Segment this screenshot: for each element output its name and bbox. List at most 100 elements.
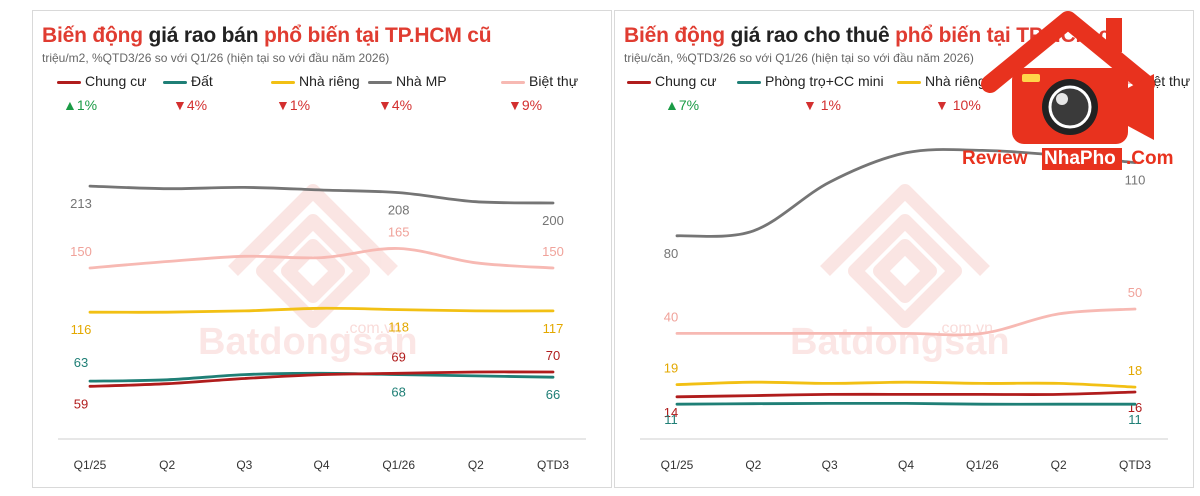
data-label: 70: [546, 348, 560, 363]
x-tick-label: QTD3: [1119, 458, 1151, 472]
legend-label: Nhà riêng: [925, 73, 986, 89]
data-label: 213: [70, 196, 92, 211]
data-label: 150: [542, 244, 564, 259]
watermark-suffix: .com.vn: [345, 320, 401, 337]
x-tick-label: QTD3: [537, 458, 569, 472]
legend-swatch: [737, 80, 761, 84]
series-line-nha_rieng: [675, 380, 1137, 389]
legend-item: Chung cư: [627, 73, 717, 89]
legend-swatch: [897, 80, 921, 84]
x-tick-label: Q4: [313, 458, 329, 472]
data-label: 63: [74, 355, 88, 370]
x-tick-label: Q1/26: [382, 458, 415, 472]
series-line-biet_thu: [675, 307, 1137, 337]
chart-title: Biến động giá rao bán phổ biến tại TP.HC…: [42, 24, 492, 48]
logo-text-com: .Com: [1126, 148, 1174, 169]
x-tick-label: Q1/25: [74, 458, 107, 472]
line-chart: Q1/25 Q2 Q3 Q4 Q1/26 Q2 QTD3 213 208 200 150 165 150…: [58, 184, 586, 472]
legend-label: Chung cư: [655, 73, 717, 89]
data-label: 14: [664, 405, 678, 420]
batdongsan-watermark: Batdongsan .com.vn: [198, 184, 418, 363]
title-part: giá rao bán: [142, 24, 264, 47]
legend-change: ▲1%: [63, 97, 98, 113]
x-tick-label: Q3: [822, 458, 838, 472]
chart-legend: Chung cư ▲1% Đất ▼4% Nhà riêng ▼1% Nhà MP ▼4% Bi…: [33, 73, 611, 123]
legend-item: Phòng trọ+CC mini: [737, 73, 884, 89]
data-label: 11: [664, 412, 678, 427]
logo-text-review: Review: [962, 148, 1028, 169]
data-label: 200: [542, 213, 564, 228]
title-part: phổ biến: [263, 24, 350, 47]
data-label: 116: [71, 322, 92, 337]
legend-label: Chung cư: [85, 73, 147, 89]
data-label: 80: [664, 246, 678, 261]
batdongsan-watermark: Batdongsan .com.vn: [790, 184, 1010, 363]
legend-item: Đất: [163, 73, 213, 89]
x-tick-label: Q2: [1051, 458, 1067, 472]
data-label: 18: [1128, 363, 1142, 378]
data-label: 150: [70, 244, 92, 259]
legend-change: ▼ 10%: [935, 97, 981, 113]
legend-change: ▼4%: [173, 97, 208, 113]
legend-swatch: [271, 80, 295, 84]
series-line-nha_rieng: [88, 306, 555, 314]
house-roof-icon: [981, 11, 1155, 93]
reviewnhapho-logo: Review NhaPho .Com: [962, 11, 1174, 170]
series-line-chung_cu: [675, 390, 1137, 399]
legend-item: Nhà MP: [368, 73, 447, 89]
series-line-nha_mp: [88, 184, 555, 205]
legend-item: Nhà riêng: [897, 73, 986, 89]
watermark-brand: Batdongsan: [198, 321, 418, 363]
x-tick-label: Q3: [236, 458, 252, 472]
chimney-icon: [1106, 18, 1122, 52]
legend-label: Biệt thự: [529, 73, 579, 89]
legend-label: Nhà riêng: [299, 73, 360, 89]
x-tick-label: Q2: [159, 458, 175, 472]
title-part: Biến động: [624, 24, 725, 47]
data-label: 68: [391, 385, 405, 400]
data-label: 117: [543, 321, 564, 336]
x-tick-label: Q2: [745, 458, 761, 472]
data-label: 66: [546, 387, 560, 402]
series-line-biet_thu: [88, 247, 555, 270]
legend-item: Chung cư: [57, 73, 147, 89]
data-label: 19: [664, 361, 678, 376]
legend-change: ▼4%: [378, 97, 413, 113]
data-label: 69: [391, 349, 405, 364]
legend-change: ▲7%: [665, 97, 700, 113]
data-label: 165: [388, 225, 410, 240]
series-line-chung_cu: [88, 370, 555, 388]
x-tick-label: Q1/25: [661, 458, 694, 472]
title-part: giá rao cho thuê: [724, 24, 896, 47]
legend-item: Nhà riêng: [271, 73, 360, 89]
legend-swatch: [627, 80, 651, 84]
x-tick-label: Q1/26: [966, 458, 999, 472]
legend-item: Biệt thự: [501, 73, 578, 89]
legend-change: ▼9%: [508, 97, 543, 113]
series-line-phong_tro: [675, 401, 1137, 406]
data-label: 50: [1128, 285, 1142, 300]
x-tick-label: Q2: [468, 458, 484, 472]
title-part: Biến động: [42, 24, 143, 47]
data-label: 59: [74, 396, 88, 411]
legend-label: Phòng trọ+CC mini: [765, 73, 884, 89]
data-label: 110: [1125, 173, 1146, 188]
legend-swatch: [57, 80, 81, 84]
logo-text-nhapho: NhaPho: [1044, 148, 1116, 169]
data-label: 118: [388, 320, 409, 335]
watermark-brand: Batdongsan: [790, 321, 1010, 363]
data-label: 40: [664, 309, 678, 324]
legend-label: Nhà MP: [396, 73, 447, 89]
data-label: 11: [1128, 412, 1142, 427]
chart-panel-sale: Batdongsan .com.vn Biến động giá rao bán…: [32, 10, 612, 488]
data-label: 208: [388, 203, 410, 218]
title-part: tại TP.HCM cũ: [349, 24, 492, 47]
legend-swatch: [368, 80, 392, 84]
legend-swatch: [163, 80, 187, 84]
legend-change: ▼ 1%: [803, 97, 841, 113]
x-tick-label: Q4: [898, 458, 914, 472]
title-part: phổ biến: [895, 24, 982, 47]
legend-swatch: [501, 80, 525, 84]
legend-label: Đất: [191, 73, 213, 89]
